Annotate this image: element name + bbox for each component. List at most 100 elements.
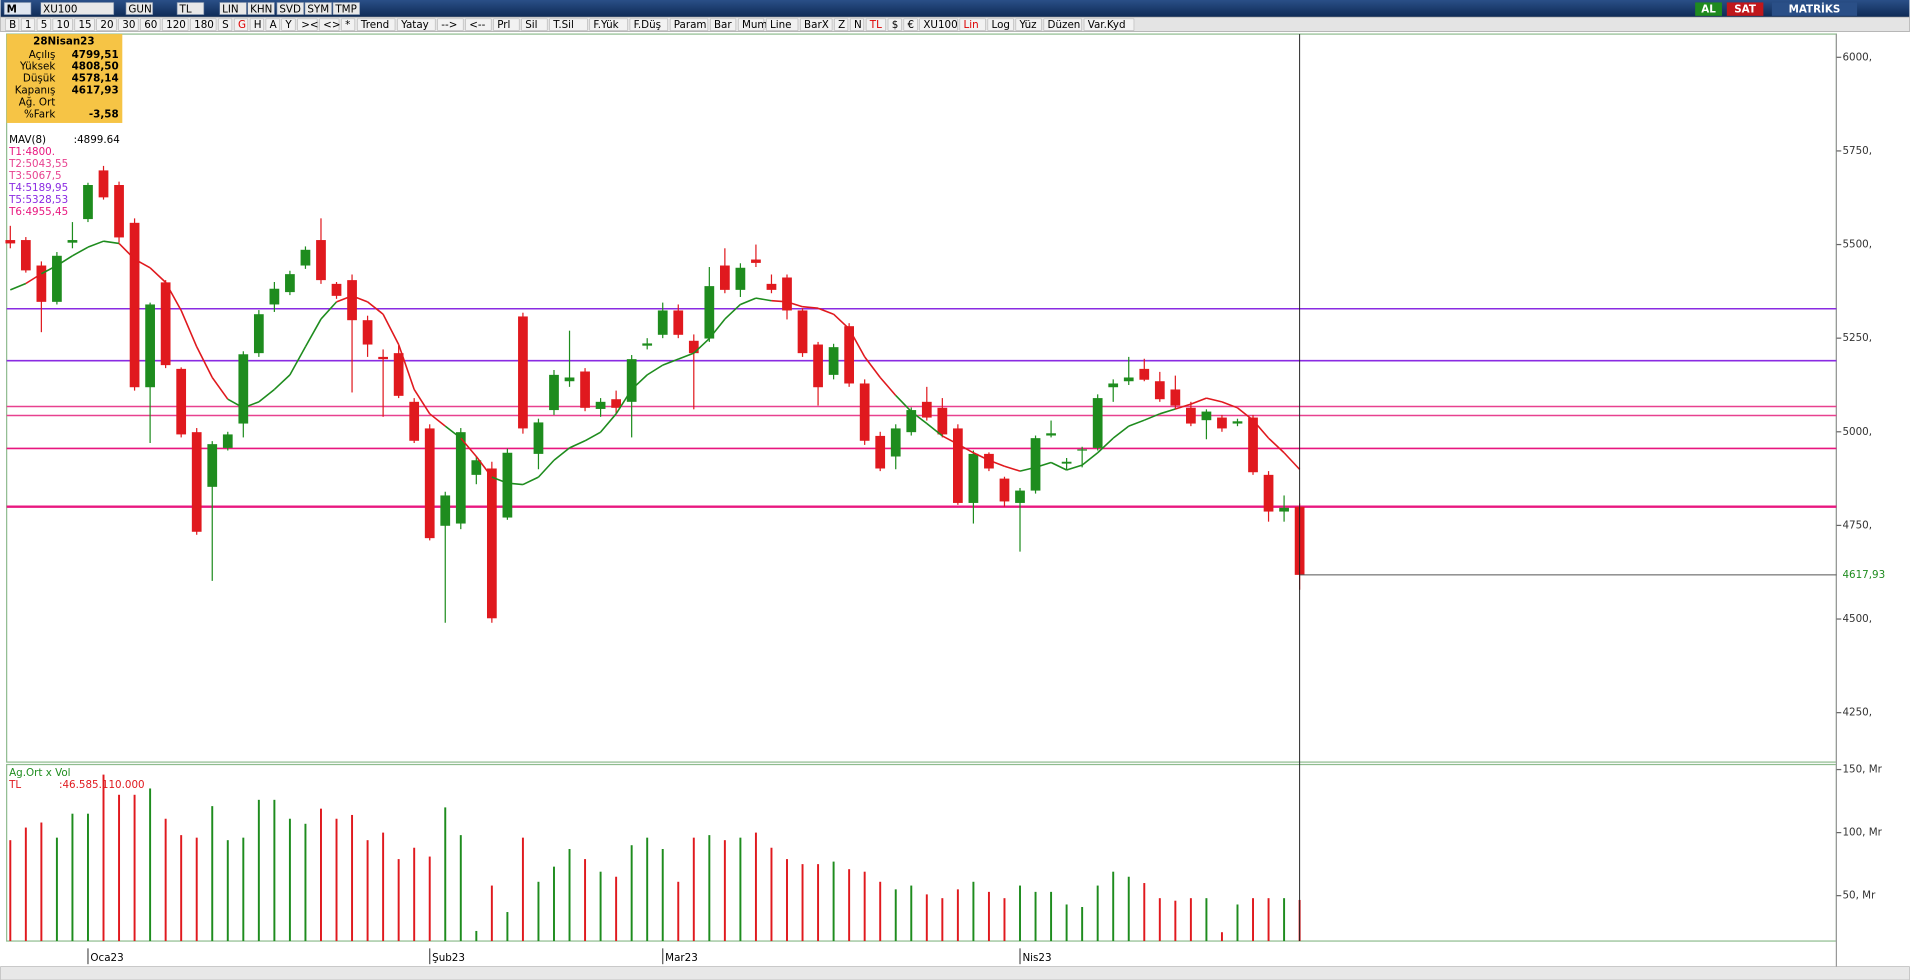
candle-body — [1015, 490, 1025, 503]
tool-button[interactable] — [887, 18, 902, 31]
ma-segment — [973, 452, 990, 461]
tool-button[interactable] — [249, 18, 264, 31]
candle-body — [160, 282, 171, 366]
toolbar-button[interactable] — [40, 2, 115, 15]
ma-segment — [677, 352, 695, 360]
x-tick-label: Nis23 — [1022, 952, 1051, 964]
toolbar-button[interactable] — [247, 2, 275, 15]
y-tick-label: 4500, — [1842, 613, 1872, 625]
candle-body — [921, 401, 932, 418]
tool-button[interactable] — [74, 18, 95, 31]
tool-button[interactable] — [1043, 18, 1082, 31]
tool-button[interactable] — [549, 18, 588, 31]
toolbar-button[interactable] — [332, 2, 360, 15]
tool-button[interactable] — [919, 18, 958, 31]
tool-button[interactable] — [903, 18, 918, 31]
tool-button[interactable] — [234, 18, 248, 31]
tool-button[interactable] — [834, 18, 849, 31]
tool-button[interactable] — [589, 18, 628, 31]
candle-body — [316, 240, 326, 281]
level-label: T2:5043,55 — [8, 158, 68, 170]
volume-bar — [661, 849, 664, 942]
ma-segment — [864, 356, 881, 378]
tool-button[interactable] — [52, 18, 73, 31]
volume-bar — [692, 837, 695, 942]
toolbar-button[interactable] — [3, 2, 32, 15]
candle-body — [1030, 438, 1041, 491]
volume-bar — [351, 814, 354, 942]
candle-body — [1061, 461, 1072, 464]
volume-bar — [987, 891, 990, 942]
trade-button[interactable] — [1695, 2, 1722, 16]
trade-label: AL — [1701, 4, 1716, 16]
ma-segment — [211, 377, 229, 400]
tool-button[interactable] — [465, 18, 492, 31]
tool-button[interactable] — [738, 18, 765, 31]
tool-button[interactable] — [437, 18, 464, 31]
candle-body — [502, 452, 513, 518]
scrollbar[interactable] — [0, 966, 1910, 980]
tool-button[interactable] — [629, 18, 668, 31]
tool-button[interactable] — [190, 18, 217, 31]
tool-button[interactable] — [21, 18, 35, 31]
tool-button[interactable] — [162, 18, 189, 31]
tool-button[interactable] — [36, 18, 51, 31]
tool-button[interactable] — [800, 18, 833, 31]
tool-button[interactable] — [218, 18, 233, 31]
trade-button[interactable] — [1771, 2, 1858, 16]
toolbar-button[interactable] — [304, 2, 332, 15]
candle-body — [83, 185, 93, 220]
candle-body — [36, 265, 47, 302]
tool-button[interactable] — [281, 18, 296, 31]
volume-bar — [87, 813, 89, 942]
volume-bar — [9, 840, 12, 942]
tool-button[interactable] — [493, 18, 520, 31]
candle-body — [331, 283, 342, 296]
volume-panel — [6, 763, 1837, 942]
ma-segment — [833, 313, 850, 330]
ma-segment — [336, 295, 353, 303]
volume-bar — [226, 840, 229, 942]
tool-button[interactable] — [5, 18, 20, 31]
tool-button[interactable] — [118, 18, 139, 31]
tool-button[interactable] — [96, 18, 117, 31]
toolbar-button[interactable] — [125, 2, 154, 15]
volume-bar — [444, 807, 447, 942]
toolbar-button[interactable] — [176, 2, 205, 15]
tool-button[interactable] — [669, 18, 709, 31]
ma-segment — [1128, 419, 1145, 427]
toolbar-label: TMP — [334, 4, 356, 16]
tool-button[interactable] — [987, 18, 1014, 31]
ma-segment — [802, 305, 819, 309]
tool-button[interactable] — [850, 18, 864, 31]
tool-button[interactable] — [766, 18, 799, 31]
toolbar-button[interactable] — [219, 2, 247, 15]
tool-button[interactable] — [265, 18, 280, 31]
volume-bar — [257, 799, 260, 942]
tool-button[interactable] — [140, 18, 161, 31]
candle-body — [1170, 389, 1181, 406]
info-value: 4578,14 — [72, 73, 119, 85]
candle-body — [673, 310, 684, 335]
tool-button[interactable] — [865, 18, 886, 31]
tool-button[interactable] — [710, 18, 737, 31]
candle-body — [735, 267, 746, 290]
tool-button[interactable] — [357, 18, 396, 31]
trade-button[interactable] — [1726, 2, 1764, 16]
tool-button[interactable] — [1083, 18, 1135, 31]
tool-button[interactable] — [1015, 18, 1042, 31]
candle-body — [1077, 449, 1088, 451]
tool-button[interactable] — [521, 18, 548, 31]
tool-button[interactable] — [319, 18, 340, 31]
candle-body — [393, 353, 404, 396]
tool-button[interactable] — [397, 18, 436, 31]
candle-body — [875, 435, 886, 469]
candle-body — [642, 343, 653, 346]
volume-bar — [1205, 898, 1208, 942]
toolbar-label: LIN — [222, 4, 239, 16]
tool-button[interactable] — [959, 18, 986, 31]
toolbar-button[interactable] — [276, 2, 304, 15]
tool-button[interactable] — [297, 18, 318, 31]
tool-button[interactable] — [341, 18, 356, 31]
volume-bar — [1112, 871, 1115, 942]
